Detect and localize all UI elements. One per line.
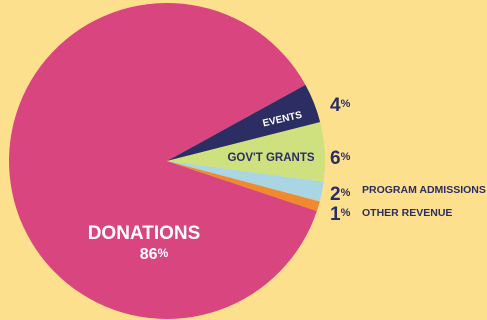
pct-events-sign: %: [341, 98, 351, 110]
pct-events: 4%: [330, 95, 351, 116]
pct-other-number: 1: [330, 204, 341, 225]
pct-govt-grants: 6%: [330, 148, 351, 169]
pie-slice-donations: [9, 2, 317, 319]
label-donations-pct: 86%: [140, 246, 169, 263]
pct-events-number: 4: [330, 95, 341, 116]
legend-other-revenue: OTHER REVENUE: [362, 207, 452, 219]
pie-slice-govt-grants: [167, 122, 326, 182]
pct-grants-sign: %: [341, 151, 351, 163]
pct-program-sign: %: [341, 187, 351, 199]
label-donations: DONATIONS: [88, 223, 201, 244]
pie-slice-events: [167, 84, 321, 161]
legend-program-admissions: PROGRAM ADMISSIONS: [362, 184, 486, 196]
pie-slices: [9, 2, 326, 319]
pct-other-revenue: 1%: [330, 204, 351, 225]
pct-program-admissions: 2%: [330, 184, 351, 205]
pct-program-number: 2: [330, 184, 341, 205]
pct-other-sign: %: [341, 207, 351, 219]
pct-grants-number: 6: [330, 148, 341, 169]
label-govt-grants: GOV'T GRANTS: [227, 152, 314, 164]
pie-slice-program-admissions: [167, 161, 324, 202]
donations-pct-number: 86: [140, 246, 158, 263]
pie-slice-other-revenue: [167, 161, 320, 212]
donations-pct-sign: %: [158, 246, 169, 260]
